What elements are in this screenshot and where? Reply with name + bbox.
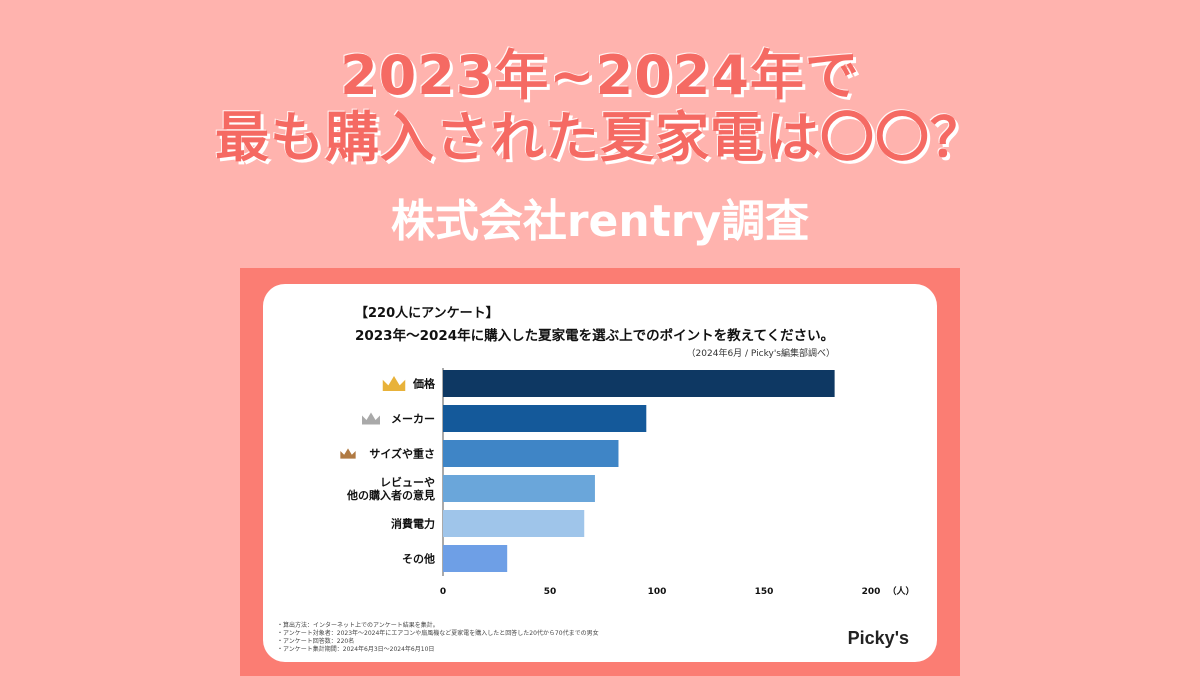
category-label: レビューや他の購入者の意見 <box>346 475 435 502</box>
bar <box>443 545 508 572</box>
survey-tag: 【220人にアンケート】 <box>355 306 499 321</box>
category-label: 消費電力 <box>391 517 435 531</box>
crown-icon <box>340 448 356 459</box>
headline-line-2: 最も購入された夏家電は〇〇？ <box>215 106 985 169</box>
note-line: ・アンケート集計期間：2024年6月3日～2024年6月10日 <box>277 646 435 653</box>
survey-notes: ・算出方法：インターネット上でのアンケート結果を集計。 ・アンケート対象者：20… <box>277 622 599 654</box>
crown-icon <box>382 376 406 391</box>
note-line: ・アンケート対象者：2023年～2024年にエアコンや扇風機など夏家電を購入した… <box>277 630 599 637</box>
x-tick-label: 0 <box>440 587 446 597</box>
category-label: その他 <box>402 552 435 566</box>
survey-question: 2023年～2024年に購入した夏家電を選ぶ上でのポイントを教えてください。 <box>355 328 835 344</box>
note-line: ・アンケート回答数：220名 <box>277 638 355 645</box>
bar <box>443 405 647 432</box>
x-tick-label: 50 <box>544 587 557 597</box>
bar <box>443 440 619 467</box>
note-line: ・算出方法：インターネット上でのアンケート結果を集計。 <box>277 622 439 629</box>
headline-subtitle: 株式会社rentry調査 <box>390 196 810 247</box>
survey-source: （2024年6月 / Picky's編集部調べ） <box>686 349 835 359</box>
bar <box>443 510 585 537</box>
headline-line-1: 2023年~2024年で <box>340 44 860 107</box>
x-tick-label: 200 <box>862 587 881 597</box>
category-label: サイズや重さ <box>369 447 435 461</box>
x-unit-label: （人） <box>887 585 914 597</box>
x-tick-label: 100 <box>648 587 667 597</box>
brand-logo: Picky's <box>847 628 909 648</box>
crown-icon <box>362 412 380 425</box>
bar <box>443 475 595 502</box>
x-tick-label: 150 <box>755 587 774 597</box>
category-label: 価格 <box>412 377 436 391</box>
bar <box>443 370 835 397</box>
survey-card: 【220人にアンケート】 2023年～2024年に購入した夏家電を選ぶ上でのポイ… <box>263 284 937 662</box>
category-label: メーカー <box>391 413 435 426</box>
